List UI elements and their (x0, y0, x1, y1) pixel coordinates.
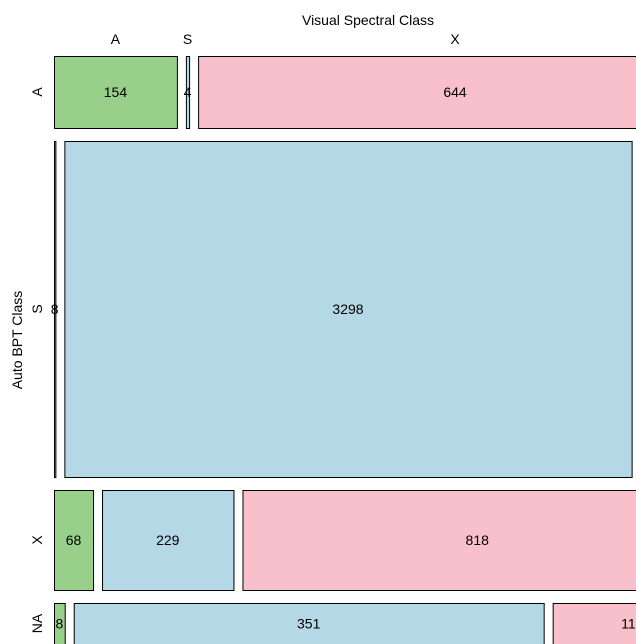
tile-value-na-a: 8 (55, 616, 63, 632)
tile-na-x (552, 603, 636, 644)
row-label-s: S (29, 304, 45, 313)
chart-title: Visual Spectral Class (302, 12, 434, 28)
tile-a-s (185, 56, 191, 129)
tile-s-a (54, 141, 57, 478)
tile-na-s (73, 603, 545, 644)
tile-value-x-a: 68 (66, 532, 82, 548)
tile-value-a-s: 4 (184, 84, 192, 100)
row-labels: A S X NA (29, 87, 45, 634)
row-label-na: NA (29, 613, 45, 633)
tile-value-a-x: 644 (443, 84, 467, 100)
column-label-s: S (183, 31, 192, 47)
tile-x-x (242, 490, 636, 591)
tile-value-s-s: 3298 (332, 301, 363, 317)
tile-a-a (54, 56, 178, 129)
y-axis-title: Auto BPT Class (9, 291, 25, 390)
row-label-x: X (29, 535, 45, 545)
row-label-a: A (29, 87, 45, 97)
tile-s-s (64, 141, 633, 478)
tile-value-a-a: 154 (104, 84, 128, 100)
column-label-x: X (450, 31, 460, 47)
mosaic-tiles: 154464483298415682298188351119 (51, 56, 636, 644)
tile-value-na-x: 119 (621, 616, 636, 632)
column-label-a: A (111, 31, 121, 47)
tile-value-s-a: 8 (51, 301, 59, 317)
tile-value-x-s: 229 (156, 532, 180, 548)
tile-value-x-x: 818 (466, 532, 490, 548)
tile-na-a (54, 603, 66, 644)
tile-a-x (198, 56, 636, 129)
tile-value-na-s: 351 (297, 616, 321, 632)
tile-x-a (54, 490, 95, 591)
tile-x-s (102, 490, 235, 591)
